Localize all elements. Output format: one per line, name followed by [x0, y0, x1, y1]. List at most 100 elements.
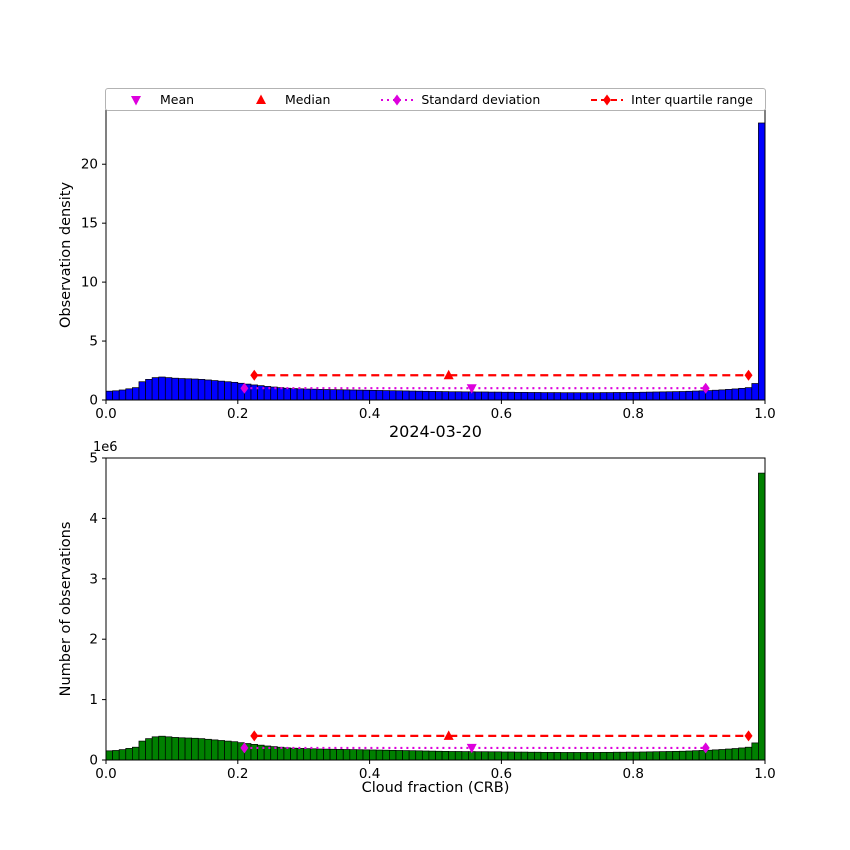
legend-label: Inter quartile range — [631, 92, 753, 107]
x-tick-label: 0.4 — [359, 766, 380, 782]
hist-bar — [711, 389, 720, 401]
hist-bar — [408, 390, 417, 401]
hist-bar — [540, 392, 548, 401]
hist-bar — [606, 751, 614, 761]
hist-bar — [507, 751, 515, 761]
hist-bar — [448, 751, 456, 761]
hist-bar — [731, 388, 739, 401]
hist-bar — [646, 391, 654, 401]
hist-bar — [507, 391, 515, 401]
y-tick-label: 1 — [89, 692, 98, 708]
x-tick-label: 0.0 — [95, 766, 116, 782]
hist-bar — [659, 391, 667, 401]
hist-bar — [639, 751, 647, 761]
hist-bar — [533, 392, 542, 401]
hist-bar — [164, 736, 173, 761]
hist-bar — [323, 389, 331, 401]
hist-bar — [250, 744, 258, 761]
x-tick-label: 0.6 — [491, 766, 512, 782]
hist-bar — [428, 750, 436, 761]
hist-bar — [382, 390, 390, 401]
triangle-up-marker — [443, 369, 454, 380]
hist-bar — [632, 751, 641, 761]
hist-bar — [580, 392, 588, 401]
hist-bar — [204, 738, 212, 761]
diamond-marker — [603, 94, 612, 105]
hist-bar — [547, 751, 555, 761]
observation-density-histogram: 0.0 0.2 0.4 0.6 0.8 1.0 0 5 10 15 20 — [81, 109, 776, 422]
hist-bar — [738, 747, 746, 761]
y-tick-label: 3 — [89, 571, 98, 587]
hist-bar — [494, 391, 502, 401]
hist-bar — [692, 750, 700, 761]
diamond-marker — [393, 94, 402, 105]
y-tick-label: 2 — [89, 632, 98, 648]
hist-bar — [151, 377, 160, 401]
hist-bar — [132, 387, 140, 401]
hist-bar — [725, 748, 733, 761]
hist-bar — [309, 388, 318, 401]
legend-item-mean: Mean — [118, 92, 194, 107]
hist-bar — [309, 748, 318, 761]
hist-bar — [230, 741, 239, 761]
observation-count-histogram-bars — [105, 472, 766, 761]
hist-bar — [678, 391, 687, 401]
hist-bar — [382, 749, 390, 761]
hist-bar — [751, 742, 759, 761]
hist-bar — [105, 390, 113, 401]
hist-bar — [296, 388, 305, 401]
hist-bar — [454, 391, 463, 401]
hist-bar — [553, 392, 562, 401]
hist-bar — [599, 751, 608, 761]
hist-bar — [342, 749, 351, 761]
hist-bar — [191, 378, 199, 401]
hist-bar — [731, 748, 739, 761]
hist-bar — [560, 752, 568, 761]
hist-bar — [435, 750, 443, 761]
hist-bar — [303, 748, 311, 761]
hist-bar — [744, 746, 753, 761]
hist-bar — [487, 751, 496, 761]
hist-bar — [501, 391, 509, 401]
hist-bar — [632, 391, 641, 401]
hist-bar — [151, 736, 160, 761]
hist-bar — [593, 752, 601, 761]
hist-bar — [336, 749, 344, 761]
hist-bar — [217, 380, 225, 401]
triangle-up-marker — [255, 94, 266, 104]
diamond-marker — [744, 730, 753, 742]
y-offset-text: 1e6 — [93, 440, 118, 455]
hist-bar — [421, 750, 430, 761]
hist-bar — [415, 750, 423, 761]
hist-bar — [560, 392, 568, 401]
legend-diamond-icon — [591, 94, 624, 105]
hist-bar — [501, 751, 509, 761]
hist-bar — [178, 737, 186, 761]
hist-bar — [652, 751, 660, 761]
hist-bar — [211, 739, 219, 761]
hist-bar — [276, 746, 285, 761]
hist-bar — [527, 392, 535, 401]
hist-bar — [527, 751, 535, 761]
legend-item-median: Median — [243, 92, 330, 107]
hist-bar — [533, 751, 542, 761]
hist-bar — [718, 389, 726, 401]
hist-bar — [553, 751, 562, 761]
hist-bar — [323, 748, 331, 761]
hist-bar — [494, 751, 502, 761]
hist-bar — [474, 751, 482, 761]
hist-bar — [316, 389, 324, 401]
hist-bar — [197, 738, 206, 761]
diamond-marker — [744, 369, 753, 381]
xlabel: Cloud fraction (CRB) — [361, 780, 510, 796]
hist-bar — [415, 390, 423, 401]
hist-bar — [646, 751, 654, 761]
hist-bar — [158, 376, 166, 401]
hist-bar — [402, 390, 410, 401]
hist-bar — [329, 389, 337, 401]
hist-bar — [481, 391, 489, 401]
hist-bar — [626, 391, 634, 401]
observation-count-histogram: 0.0 0.2 0.4 0.6 0.8 1.0 0 1 2 3 4 5 — [89, 451, 775, 783]
